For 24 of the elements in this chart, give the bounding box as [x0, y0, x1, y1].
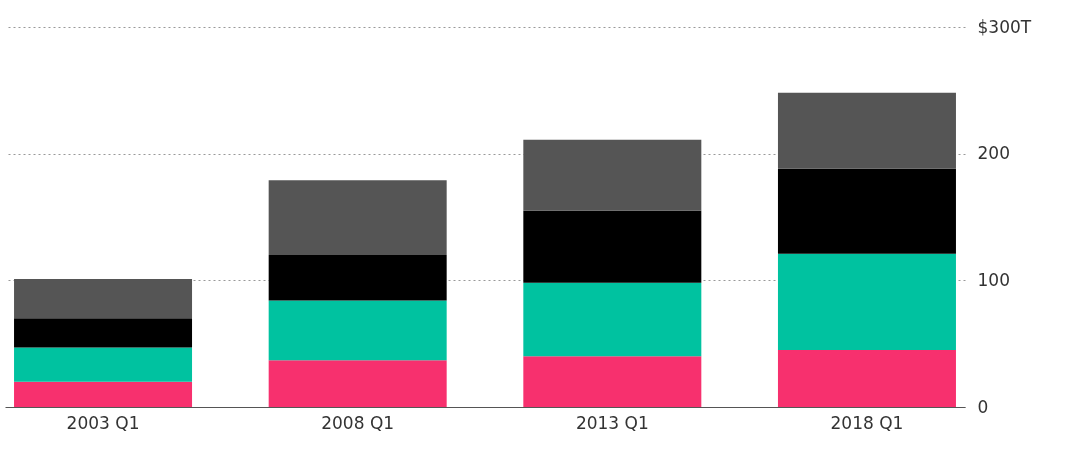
bar [777, 253, 956, 350]
bar [777, 350, 956, 407]
bar [268, 180, 447, 255]
x-tick-label: 2003 Q1 [66, 412, 140, 433]
bar [523, 282, 702, 357]
bar [777, 92, 956, 169]
bar [14, 318, 193, 348]
bar [268, 360, 447, 407]
bar [268, 255, 447, 301]
x-tick-label: 2018 Q1 [830, 412, 904, 433]
y-tick-label: 200 [977, 143, 1010, 164]
bar [14, 279, 193, 319]
bar [523, 210, 702, 283]
x-tick-label: 2013 Q1 [575, 412, 649, 433]
bar [523, 356, 702, 407]
y-tick-label: 100 [977, 269, 1010, 290]
y-tick-label: $300T [977, 16, 1032, 37]
bar [523, 139, 702, 211]
bar [14, 347, 193, 382]
bar [14, 381, 193, 407]
x-tick-label: 2008 Q1 [321, 412, 395, 433]
bar [777, 168, 956, 254]
y-tick-label: 0 [977, 396, 989, 417]
bar [268, 300, 447, 361]
